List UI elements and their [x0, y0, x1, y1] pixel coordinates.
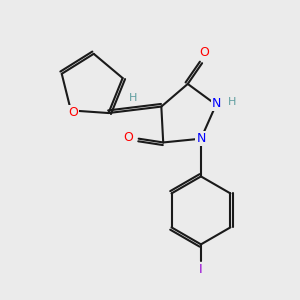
Text: O: O — [124, 131, 134, 144]
Text: H: H — [228, 97, 236, 107]
Text: O: O — [68, 106, 78, 119]
Text: H: H — [129, 93, 137, 103]
Text: I: I — [199, 263, 203, 276]
Text: N: N — [212, 98, 221, 110]
Text: N: N — [196, 132, 206, 145]
Text: O: O — [199, 46, 209, 59]
